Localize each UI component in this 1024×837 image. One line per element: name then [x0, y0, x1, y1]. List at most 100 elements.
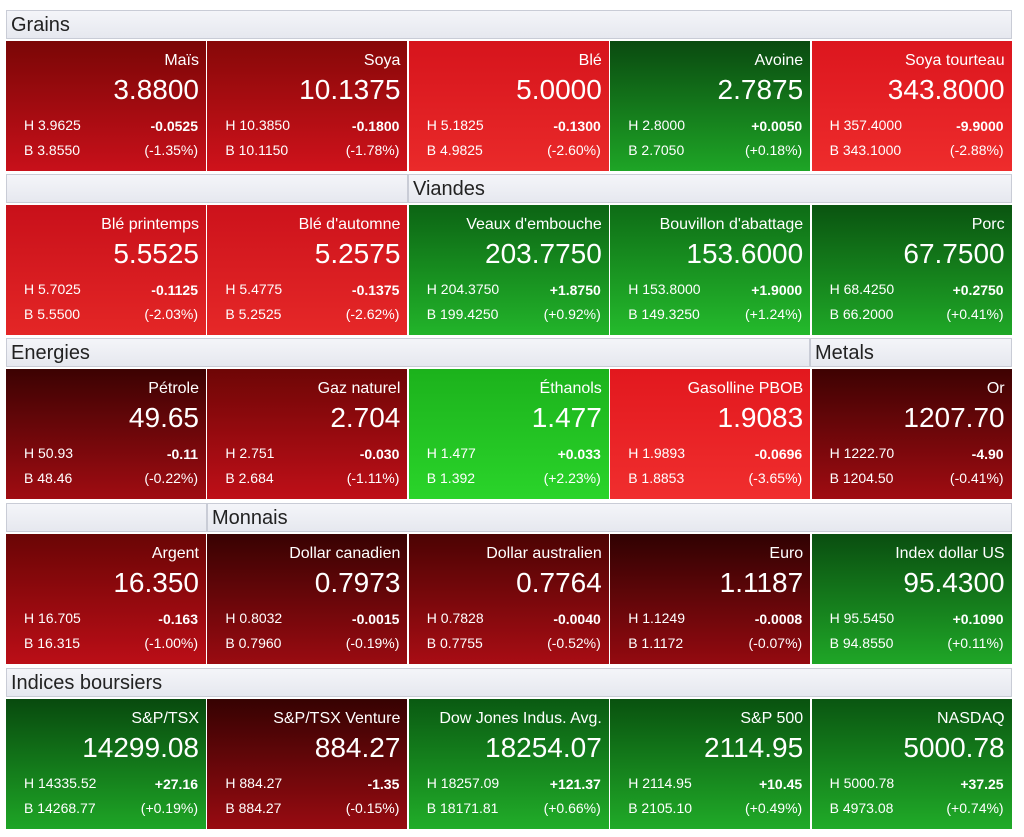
tile-price: 10.1375 — [299, 74, 401, 105]
tile-low: B 0.7755 — [426, 635, 483, 651]
tile-low: B 1204.50 — [829, 470, 894, 486]
tile-high: H 153.8000 — [628, 281, 701, 297]
tile-name: Or — [986, 380, 1005, 397]
tile-change: -0.1800 — [351, 118, 400, 134]
tile-low: B 16.315 — [24, 635, 81, 651]
tile-price: 2114.95 — [704, 732, 804, 763]
tile-price: 3.8800 — [113, 74, 199, 105]
tile-price: 2.7875 — [717, 74, 804, 105]
quote-tile: Éthanols 1.477 H 1.477 +0.033 B 1.392 (+2.23%… — [408, 369, 609, 499]
tile-high: H 1.9893 — [628, 445, 686, 461]
tile-low: B 3.8550 — [24, 142, 81, 158]
tile-high: H 2.751 — [225, 445, 275, 461]
quote-tile: Blé 5.0000 H 5.1825 -0.1300 B 4.9825 (-2.60%) — [408, 41, 609, 171]
tile-percent: (-3.65%) — [748, 470, 803, 486]
tile-name: Dollar canadien — [289, 545, 401, 562]
tile-name: Euro — [769, 545, 804, 562]
tile-name: Maïs — [164, 52, 199, 69]
tile-change: -0.030 — [359, 446, 400, 462]
quote-tile: Gaz naturel 2.704 H 2.751 -0.030 B 2.684 (-1.… — [207, 369, 408, 499]
tile-low: B 199.4250 — [426, 306, 499, 322]
tile-low: B 149.3250 — [628, 306, 700, 322]
tile-price: 18254.07 — [485, 732, 602, 763]
tile-low: B 94.8550 — [829, 635, 894, 651]
tile-price: 1.1187 — [719, 567, 804, 598]
quote-tile: Soya 10.1375 H 10.3850 -0.1800 B 10.1150 (-1.… — [207, 41, 408, 171]
tile-percent: (-2.62%) — [345, 306, 400, 322]
tile-high: H 50.93 — [24, 445, 74, 461]
section-header: Grains — [6, 10, 1012, 39]
tile-price: 1.9083 — [717, 402, 804, 433]
tile-percent: (+0.49%) — [744, 800, 803, 816]
tile-price: 884.27 — [314, 732, 401, 763]
quote-tile: Dollar australien 0.7764 H 0.7828 -0.0040 B … — [408, 534, 609, 664]
tile-change: -0.0525 — [150, 118, 198, 134]
tile-name: S&P/TSX — [131, 710, 199, 727]
tile-price: 14299.08 — [82, 732, 199, 763]
tile-low: B 0.7960 — [225, 635, 282, 651]
tile-name: Bouvillon d'abattage — [659, 216, 804, 233]
tile-high: H 10.3850 — [225, 117, 290, 133]
tile-name: Éthanols — [539, 380, 602, 397]
tile-percent: (-0.22%) — [144, 470, 198, 486]
tile-low: B 1.8853 — [628, 470, 685, 486]
tile-low: B 343.1000 — [829, 142, 902, 158]
quote-tile: Veaux d'embouche 203.7750 H 204.3750 +1.875… — [408, 205, 609, 335]
tile-low: B 2.7050 — [628, 142, 685, 158]
tile-high: H 5000.78 — [829, 775, 895, 791]
tile-name: NASDAQ — [937, 710, 1005, 727]
quote-tile: S&P 500 2114.95 H 2114.95 +10.45 B 2105.10 (+… — [610, 699, 811, 829]
tile-percent: (-0.19%) — [345, 635, 400, 651]
tile-percent: (-0.52%) — [547, 635, 601, 651]
tile-price: 5.0000 — [516, 74, 602, 105]
tile-price: 203.7750 — [485, 238, 602, 269]
quote-tile: Soya tourteau 343.8000 H 357.4000 -9.9000 B … — [811, 41, 1012, 171]
tile-low: B 5.5500 — [24, 306, 81, 322]
tile-name: Soya — [363, 52, 401, 69]
tile-low: B 2.684 — [225, 470, 274, 486]
tile-low: B 2105.10 — [628, 800, 693, 816]
tile-name: Blé — [578, 52, 602, 69]
tile-change: +0.033 — [557, 446, 601, 462]
tile-percent: (+0.18%) — [744, 142, 803, 158]
tile-low: B 4.9825 — [426, 142, 483, 158]
tile-name: Veaux d'embouche — [466, 216, 602, 233]
tile-change: +0.2750 — [952, 282, 1004, 298]
tile-name: S&P 500 — [740, 710, 804, 727]
tile-change: -0.1375 — [351, 282, 400, 298]
tile-name: Gaz naturel — [317, 380, 401, 397]
tile-low: B 1.1172 — [628, 635, 684, 651]
tile-low: B 18171.81 — [426, 800, 499, 816]
tile-high: H 18257.09 — [426, 775, 500, 791]
tile-percent: (-2.88%) — [949, 142, 1004, 158]
tile-name: Soya tourteau — [904, 52, 1005, 69]
tile-price: 0.7764 — [516, 567, 602, 598]
tile-low: B 884.27 — [225, 800, 282, 816]
quote-tile: Index dollar US 95.4300 H 95.5450 +0.1090 B … — [811, 534, 1012, 664]
tile-price: 5.2575 — [314, 238, 401, 269]
tile-change: -4.90 — [971, 446, 1004, 462]
tile-low: B 14268.77 — [24, 800, 96, 816]
tile-high: H 95.5450 — [829, 610, 895, 626]
tile-name: Avoine — [754, 52, 804, 69]
tile-high: H 68.4250 — [829, 281, 895, 297]
tile-price: 5000.78 — [903, 732, 1005, 763]
tile-name: Argent — [151, 545, 199, 562]
tile-low: B 1.392 — [426, 470, 476, 486]
tile-high: H 5.7025 — [24, 281, 81, 297]
tile-price: 153.6000 — [686, 238, 804, 269]
quote-tile: Dollar canadien 0.7973 H 0.8032 -0.0015 B 0.… — [207, 534, 408, 664]
tile-percent: (+1.24%) — [744, 306, 803, 322]
quote-tile: Dow Jones Indus. Avg. 18254.07 H 18257.09 +… — [408, 699, 609, 829]
quote-tile: Maïs 3.8800 H 3.9625 -0.0525 B 3.8550 (-1.35%… — [6, 41, 206, 171]
tile-percent: (+0.11%) — [947, 635, 1004, 651]
tile-percent: (+0.74%) — [946, 800, 1004, 816]
tile-change: -0.1125 — [151, 282, 198, 298]
quote-tile: Euro 1.1187 H 1.1249 -0.0008 B 1.1172 (-0.07%… — [610, 534, 811, 664]
tile-price: 0.7973 — [314, 567, 401, 598]
tile-high: H 3.9625 — [24, 117, 81, 133]
tile-change: -0.11 — [166, 446, 198, 462]
quote-tile: Blé printemps 5.5525 H 5.7025 -0.1125 B 5.55… — [6, 205, 206, 335]
tile-name: Pétrole — [148, 380, 199, 397]
